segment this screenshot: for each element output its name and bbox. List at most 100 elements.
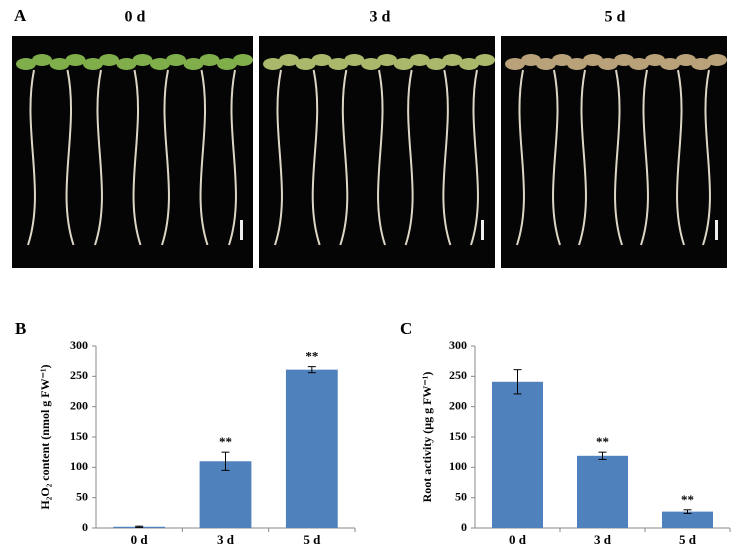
- x-tick-label: 3 d: [594, 532, 612, 547]
- error-bar: [598, 451, 607, 460]
- leaf: [629, 58, 649, 70]
- leaf: [598, 58, 618, 70]
- leaf: [442, 54, 463, 66]
- leaf: [233, 54, 253, 66]
- photo: [501, 36, 727, 268]
- leaf: [377, 54, 397, 66]
- x-tick-label: 5 d: [679, 532, 697, 547]
- significance-label: **: [219, 434, 232, 449]
- leaf: [116, 58, 137, 70]
- leaf: [132, 54, 153, 66]
- y-tick-label: 250: [449, 368, 467, 382]
- bar: [577, 455, 628, 528]
- root: [676, 69, 685, 246]
- y-tick-label: 0: [461, 520, 467, 534]
- leaf: [263, 58, 283, 70]
- root: [614, 69, 623, 246]
- leaf: [691, 58, 711, 70]
- leaf: [49, 58, 70, 70]
- leaf: [361, 58, 381, 70]
- significance-label: **: [596, 434, 609, 449]
- leaf: [311, 54, 332, 66]
- root: [339, 69, 349, 246]
- y-tick-label: 0: [82, 520, 88, 534]
- root: [640, 69, 649, 246]
- y-tick-label: 200: [70, 398, 88, 412]
- bar: [199, 461, 252, 528]
- leaf: [217, 58, 237, 70]
- leaf: [32, 54, 52, 66]
- leaf: [344, 54, 365, 66]
- seedlings: [16, 54, 727, 246]
- leaf: [614, 54, 634, 66]
- error-bar: [683, 509, 692, 514]
- leaf: [707, 54, 727, 66]
- bar: [492, 381, 543, 528]
- y-tick-label: 300: [449, 338, 467, 352]
- root: [442, 69, 452, 246]
- leaf: [552, 54, 572, 66]
- y-axis-label: Root activity (μg g FW⁻¹): [420, 372, 434, 503]
- photo-title: 3 d: [370, 9, 391, 26]
- leaf: [328, 58, 349, 70]
- photo: [12, 36, 253, 268]
- panel-label: B: [15, 319, 26, 338]
- leaf: [16, 58, 36, 70]
- root: [377, 69, 386, 246]
- root: [552, 69, 561, 246]
- leaf: [295, 58, 316, 70]
- error-bar: [307, 366, 316, 374]
- root: [199, 69, 209, 246]
- bar-chart: B H₂O₂ content (nmol g FW⁻¹) 0 50 100 150 200 2…: [15, 319, 356, 547]
- y-tick-label: 250: [70, 368, 88, 382]
- bar-chart: C Root activity (μg g FW⁻¹) 0 50 100 150 200 25…: [400, 319, 731, 547]
- leaf: [183, 58, 204, 70]
- leaf: [459, 58, 479, 70]
- leaf: [567, 58, 587, 70]
- root: [404, 69, 414, 246]
- leaf: [660, 58, 680, 70]
- y-tick-label: 100: [449, 459, 467, 473]
- significance-label: **: [305, 349, 318, 364]
- leaf: [393, 58, 414, 70]
- leaf: [409, 54, 430, 66]
- charts: B H₂O₂ content (nmol g FW⁻¹) 0 50 100 150 200 2…: [15, 319, 731, 547]
- photo-title: 5 d: [605, 9, 626, 26]
- leaf: [279, 54, 299, 66]
- x-tick-label: 3 d: [217, 532, 235, 547]
- root: [470, 69, 479, 246]
- panel-label: C: [400, 319, 412, 338]
- panel-label: A: [14, 6, 27, 25]
- leaf: [505, 58, 525, 70]
- scale-bar: [481, 220, 484, 240]
- x-tick-label: 5 d: [303, 532, 321, 547]
- scale-bar: [715, 220, 718, 240]
- leaf: [65, 54, 86, 66]
- y-tick-label: 300: [70, 338, 88, 352]
- root: [702, 69, 711, 246]
- y-tick-label: 100: [70, 459, 88, 473]
- leaf: [150, 58, 170, 70]
- error-bar: [513, 369, 522, 395]
- leaf: [583, 54, 603, 66]
- leaf: [199, 54, 220, 66]
- leaf: [426, 58, 447, 70]
- x-tick-label: 0 d: [509, 532, 527, 547]
- scale-bar: [240, 220, 243, 240]
- error-bar: [135, 525, 144, 528]
- leaf: [645, 54, 665, 66]
- y-tick-label: 50: [76, 489, 88, 503]
- y-tick-label: 200: [449, 398, 467, 412]
- leaf: [521, 54, 541, 66]
- y-tick-label: 150: [70, 429, 88, 443]
- photo: [259, 36, 495, 268]
- root: [274, 69, 283, 246]
- leaf: [99, 54, 119, 66]
- leaf: [83, 58, 103, 70]
- photos: [12, 36, 727, 268]
- y-axis-label: H₂O₂ content (nmol g FW⁻¹): [38, 364, 52, 509]
- leaf: [166, 54, 186, 66]
- leaf: [676, 54, 696, 66]
- root: [65, 69, 75, 246]
